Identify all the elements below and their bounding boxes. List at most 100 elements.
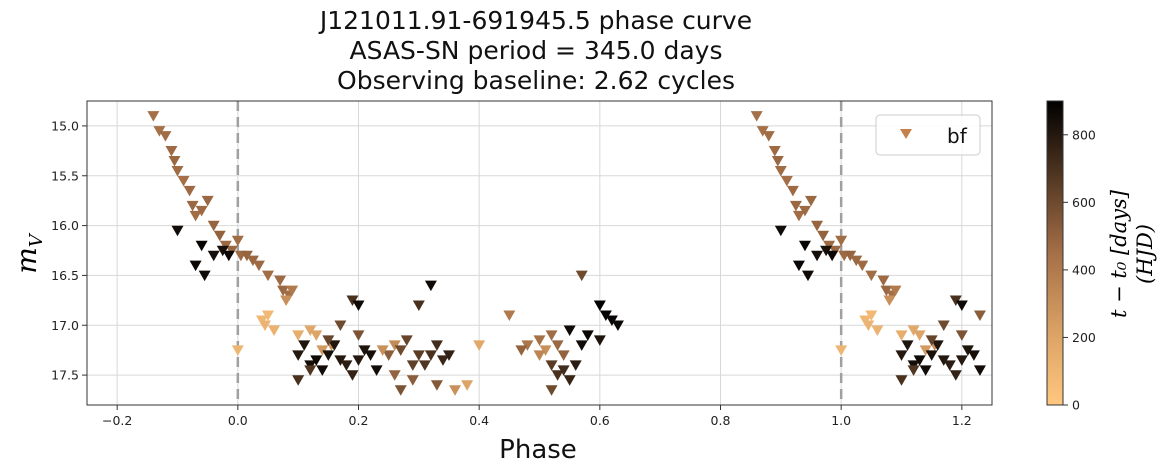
data-point-116 [780, 175, 793, 187]
colorbar-label-line-1: t − t₀ [days] [1107, 189, 1131, 318]
x-tick-label: 0.2 [349, 413, 369, 428]
data-point-165 [961, 345, 974, 356]
data-point-162 [943, 360, 956, 371]
data-point-62 [352, 330, 365, 341]
data-point-7 [183, 185, 196, 197]
data-point-96 [557, 365, 570, 376]
data-point-121 [805, 195, 817, 207]
data-points [147, 111, 986, 396]
svg-text:mV: mV [10, 232, 47, 274]
data-point-69 [400, 335, 413, 346]
data-point-35 [262, 310, 274, 321]
data-point-145 [865, 310, 878, 321]
data-point-141 [826, 250, 839, 262]
y-axis-label-subscript: V [26, 232, 47, 247]
data-point-37 [280, 295, 293, 307]
data-point-31 [222, 250, 235, 262]
data-point-0 [147, 111, 160, 122]
data-point-95 [551, 370, 564, 381]
data-point-60 [322, 335, 335, 346]
data-point-137 [792, 260, 805, 272]
data-point-126 [835, 235, 848, 247]
colorbar-tick-label: 600 [1072, 195, 1096, 210]
data-point-73 [424, 350, 437, 361]
data-point-135 [774, 225, 787, 237]
data-point-94 [545, 360, 558, 371]
data-point-77 [388, 370, 401, 381]
data-point-53 [346, 370, 359, 381]
colorbar-tick-label: 200 [1072, 330, 1096, 345]
data-point-55 [358, 345, 371, 356]
data-point-101 [581, 330, 594, 341]
data-point-8 [186, 200, 199, 212]
colorbar-label: t − t₀ [days] (HJD) [1107, 189, 1157, 318]
data-point-154 [895, 350, 908, 361]
y-axis-ticks: 15.0 15.5 16.0 16.5 17.0 17.5 [51, 118, 87, 383]
legend-marker-icon [900, 129, 912, 139]
data-point-57 [370, 365, 383, 376]
data-point-158 [919, 365, 932, 376]
data-point-170 [925, 335, 938, 346]
x-axis-label: Phase [499, 435, 577, 463]
data-point-11 [201, 195, 214, 207]
colorbar-ticks: 0 200 400 600 800 [1063, 127, 1096, 413]
data-point-80 [449, 385, 462, 396]
data-point-9 [189, 210, 202, 222]
data-point-152 [919, 345, 932, 356]
data-point-68 [394, 345, 407, 356]
data-point-155 [901, 340, 914, 351]
data-point-12 [207, 220, 220, 232]
data-point-58 [292, 375, 305, 386]
data-point-23 [277, 285, 290, 297]
data-point-42 [316, 345, 329, 356]
legend-label: bf [947, 124, 968, 148]
data-point-91 [551, 340, 564, 351]
chart-title-line-2: ASAS-SN period = 345.0 days [350, 36, 723, 65]
data-point-104 [605, 315, 618, 326]
data-point-27 [189, 260, 202, 272]
data-point-168 [895, 375, 908, 386]
data-point-115 [774, 165, 787, 177]
data-point-51 [334, 355, 347, 366]
x-tick-label: 1.2 [952, 413, 972, 428]
data-point-84 [394, 385, 407, 396]
data-point-38 [286, 285, 299, 297]
data-point-128 [844, 250, 857, 262]
colorbar-tick-label: 400 [1072, 262, 1096, 277]
data-point-108 [515, 345, 528, 356]
data-point-13 [213, 230, 226, 242]
data-point-119 [792, 210, 805, 222]
x-tick-label: 0.4 [469, 413, 489, 428]
data-point-150 [907, 325, 920, 336]
data-point-159 [925, 350, 938, 361]
data-point-146 [871, 325, 884, 336]
data-point-122 [811, 220, 824, 232]
data-point-59 [304, 365, 317, 376]
data-point-99 [563, 325, 576, 336]
data-point-49 [322, 350, 335, 361]
data-point-92 [557, 350, 570, 361]
data-point-21 [262, 270, 274, 282]
chart-title: J121011.91-691945.5 phase curve ASAS-SN … [318, 6, 752, 95]
y-tick-label: 16.0 [51, 218, 79, 233]
data-point-85 [473, 340, 486, 351]
colorbar-tick-label: 800 [1072, 127, 1096, 142]
data-point-130 [856, 260, 869, 272]
data-point-71 [412, 350, 425, 361]
data-point-40 [304, 325, 317, 336]
data-point-66 [376, 345, 389, 356]
data-point-16 [231, 235, 244, 247]
y-tick-label: 15.5 [51, 168, 79, 183]
data-point-82 [412, 300, 425, 312]
data-point-83 [424, 280, 437, 292]
colorbar-tick-label: 0 [1072, 398, 1080, 413]
data-point-6 [177, 175, 190, 187]
data-point-75 [436, 355, 449, 366]
y-axis-label: mV [10, 232, 47, 274]
data-point-100 [575, 340, 588, 351]
data-point-133 [880, 285, 893, 297]
plot-area-frame [86, 100, 993, 406]
data-point-20 [252, 260, 265, 272]
legend-box [875, 114, 981, 156]
data-point-120 [798, 205, 811, 217]
